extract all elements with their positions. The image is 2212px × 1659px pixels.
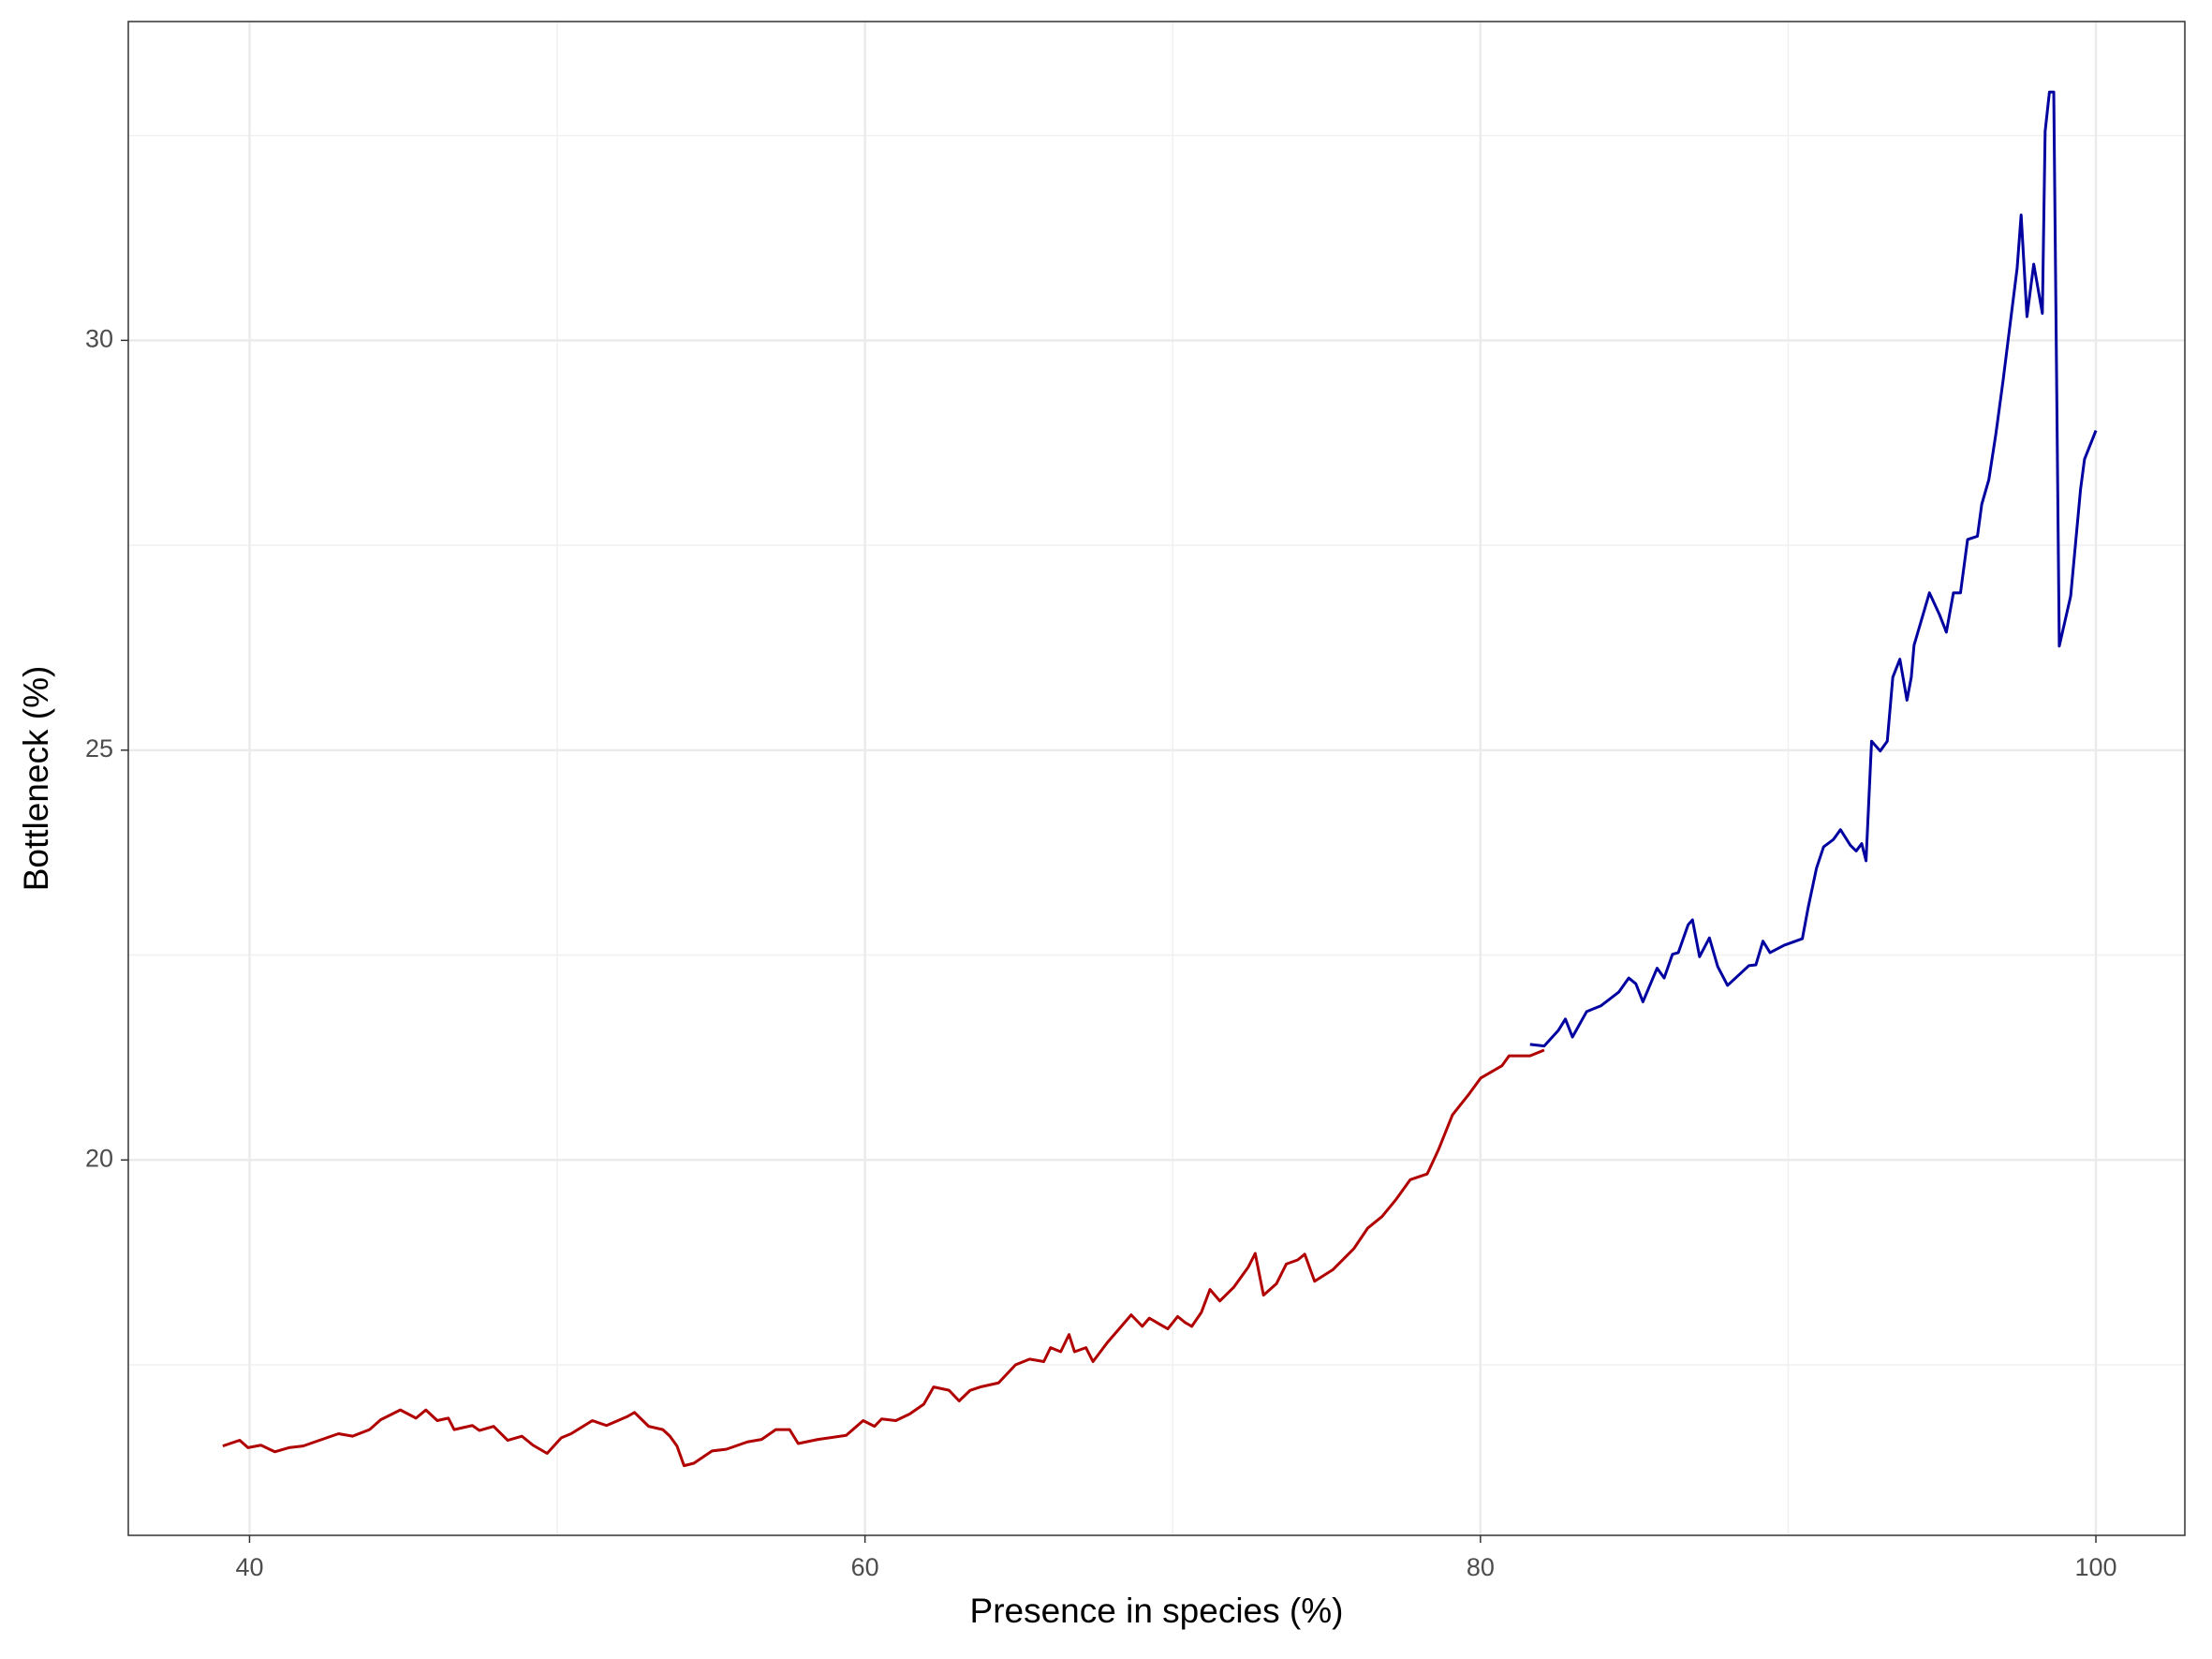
x-tick-label: 40 <box>235 1553 263 1581</box>
line-series <box>1529 90 2098 1048</box>
y-tick-label: 20 <box>85 1144 113 1172</box>
y-tick-label: 25 <box>85 734 113 763</box>
x-tick-label: 100 <box>2075 1553 2117 1581</box>
line-series <box>222 1048 1545 1468</box>
x-tick-label: 60 <box>851 1553 879 1581</box>
y-axis-title: Bottleneck (%) <box>17 666 55 892</box>
x-axis-title: Presence in species (%) <box>970 1592 1344 1630</box>
y-tick-label: 30 <box>85 324 113 352</box>
x-tick-label: 80 <box>1467 1553 1495 1581</box>
panel-border <box>127 21 2186 1536</box>
